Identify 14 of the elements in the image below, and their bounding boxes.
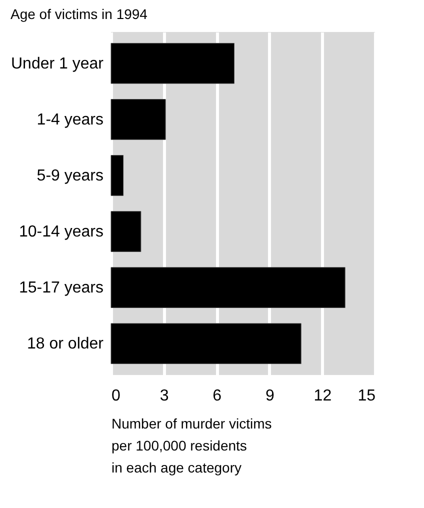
x-tick-label: 9 <box>265 388 274 404</box>
y-tick-label: 18 or older <box>27 336 104 353</box>
y-tick-label: 15-17 years <box>19 280 104 297</box>
chart-title: Age of victims in 1994 <box>10 6 148 22</box>
x-tick-label: 12 <box>314 388 332 404</box>
x-tick-label: 3 <box>160 388 169 404</box>
y-tick-label: 10-14 years <box>19 224 104 241</box>
y-tick-label: 5-9 years <box>36 167 104 184</box>
y-tick-label: 1-4 years <box>36 111 104 128</box>
y-tick-label: Under 1 year <box>11 55 104 72</box>
x-tick-label: 15 <box>358 388 376 404</box>
x-axis-title: Number of murder victims per 100,000 residents in each age category <box>112 416 272 476</box>
x-tick-label: 0 <box>112 388 120 404</box>
x-tick-label: 6 <box>212 388 222 404</box>
